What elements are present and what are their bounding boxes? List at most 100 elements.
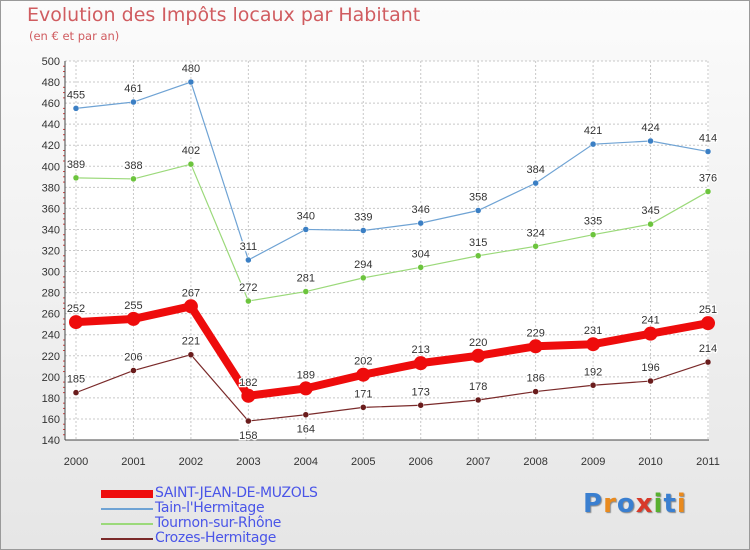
x-tick-label: 2011 [696, 456, 720, 468]
y-tick-label: 180 [42, 393, 60, 405]
data-label: 315 [469, 237, 487, 249]
data-point [187, 351, 195, 358]
x-tick-label: 2005 [351, 456, 375, 468]
data-point [360, 227, 367, 234]
data-label: 182 [239, 377, 257, 389]
data-point [356, 367, 371, 382]
data-label: 345 [641, 205, 659, 217]
data-label: 358 [469, 191, 487, 203]
data-point [643, 326, 658, 341]
data-label: 171 [354, 388, 372, 400]
data-point [360, 404, 367, 411]
data-label: 339 [354, 211, 372, 223]
data-point [532, 179, 539, 187]
x-tick-label: 2000 [64, 456, 88, 468]
x-tick-label: 2008 [523, 456, 547, 468]
data-point [72, 389, 80, 396]
data-label: 294 [354, 259, 372, 271]
data-label: 402 [182, 145, 200, 157]
x-tick-label: 2002 [179, 456, 203, 468]
data-label: 335 [584, 216, 602, 228]
data-point [241, 388, 256, 403]
data-label: 192 [584, 366, 602, 378]
data-point [126, 311, 141, 326]
x-tick-label: 2007 [466, 456, 490, 468]
data-label: 281 [297, 273, 315, 285]
data-label: 480 [182, 63, 200, 75]
data-label: 206 [124, 352, 142, 364]
data-point [245, 417, 252, 425]
chart-subtitle: (en € et par an) [29, 29, 120, 43]
data-point [72, 105, 80, 112]
data-point [69, 315, 83, 330]
series-line-saint-jean-de-muzols [72, 302, 712, 400]
data-label: 272 [239, 282, 257, 294]
y-tick-label: 360 [42, 203, 60, 215]
legend-label: Tain-l'Hermitage [155, 500, 265, 516]
legend-swatch [101, 508, 153, 510]
data-point [589, 382, 597, 389]
y-tick-label: 280 [42, 288, 60, 300]
y-tick-label: 220 [42, 351, 60, 363]
y-tick-label: 200 [42, 372, 60, 384]
data-label: 158 [239, 430, 257, 442]
data-point [413, 356, 428, 371]
data-point [130, 98, 137, 106]
x-tick-label: 2006 [408, 456, 432, 468]
data-label: 229 [526, 327, 544, 339]
y-tick-label: 500 [42, 56, 60, 68]
x-tick-label: 2001 [121, 456, 145, 468]
data-point [245, 256, 252, 264]
data-label: 340 [297, 210, 315, 222]
legend-swatch [101, 523, 153, 525]
data-label: 267 [182, 287, 200, 299]
data-label: 186 [526, 373, 544, 385]
data-point [302, 411, 310, 418]
data-label: 213 [412, 344, 430, 356]
data-label: 196 [641, 362, 659, 374]
data-label: 173 [412, 386, 430, 398]
data-label: 324 [526, 227, 544, 239]
data-label: 311 [240, 241, 258, 253]
data-point [474, 396, 482, 404]
data-point [532, 388, 539, 395]
series-line [75, 163, 709, 302]
data-point [474, 252, 482, 260]
y-tick-label: 340 [42, 224, 60, 236]
y-tick-label: 160 [42, 414, 60, 426]
data-point [417, 264, 424, 271]
data-point [417, 402, 424, 409]
data-label: 384 [526, 164, 544, 176]
data-point [647, 137, 654, 145]
y-tick-label: 380 [42, 182, 60, 194]
x-tick-label: 2009 [581, 456, 605, 468]
y-tick-label: 320 [42, 246, 60, 258]
y-tick-label: 300 [42, 267, 60, 279]
data-point [532, 243, 539, 250]
data-point [130, 367, 137, 374]
data-point [72, 174, 80, 182]
data-label: 389 [67, 159, 85, 171]
data-point [474, 207, 482, 214]
data-label: 252 [67, 303, 85, 315]
data-point [704, 188, 712, 195]
x-tick-label: 2010 [638, 456, 662, 468]
data-point [647, 377, 654, 385]
legend-label: Tournon-sur-Rhône [155, 515, 282, 531]
y-tick-label: 260 [42, 309, 60, 321]
data-label: 455 [67, 89, 85, 101]
legend-label: SAINT-JEAN-DE-MUZOLS [155, 485, 318, 501]
data-point [701, 316, 715, 331]
data-label: 251 [699, 304, 717, 316]
y-tick-label: 240 [42, 330, 60, 342]
y-tick-label: 480 [42, 77, 60, 89]
y-tick-label: 460 [42, 98, 60, 110]
data-label: 241 [641, 315, 659, 327]
data-label: 189 [297, 369, 315, 381]
data-label: 388 [124, 160, 142, 172]
data-point [183, 299, 198, 314]
data-label: 178 [469, 381, 487, 393]
legend-swatch [101, 490, 153, 498]
data-point [302, 288, 310, 295]
